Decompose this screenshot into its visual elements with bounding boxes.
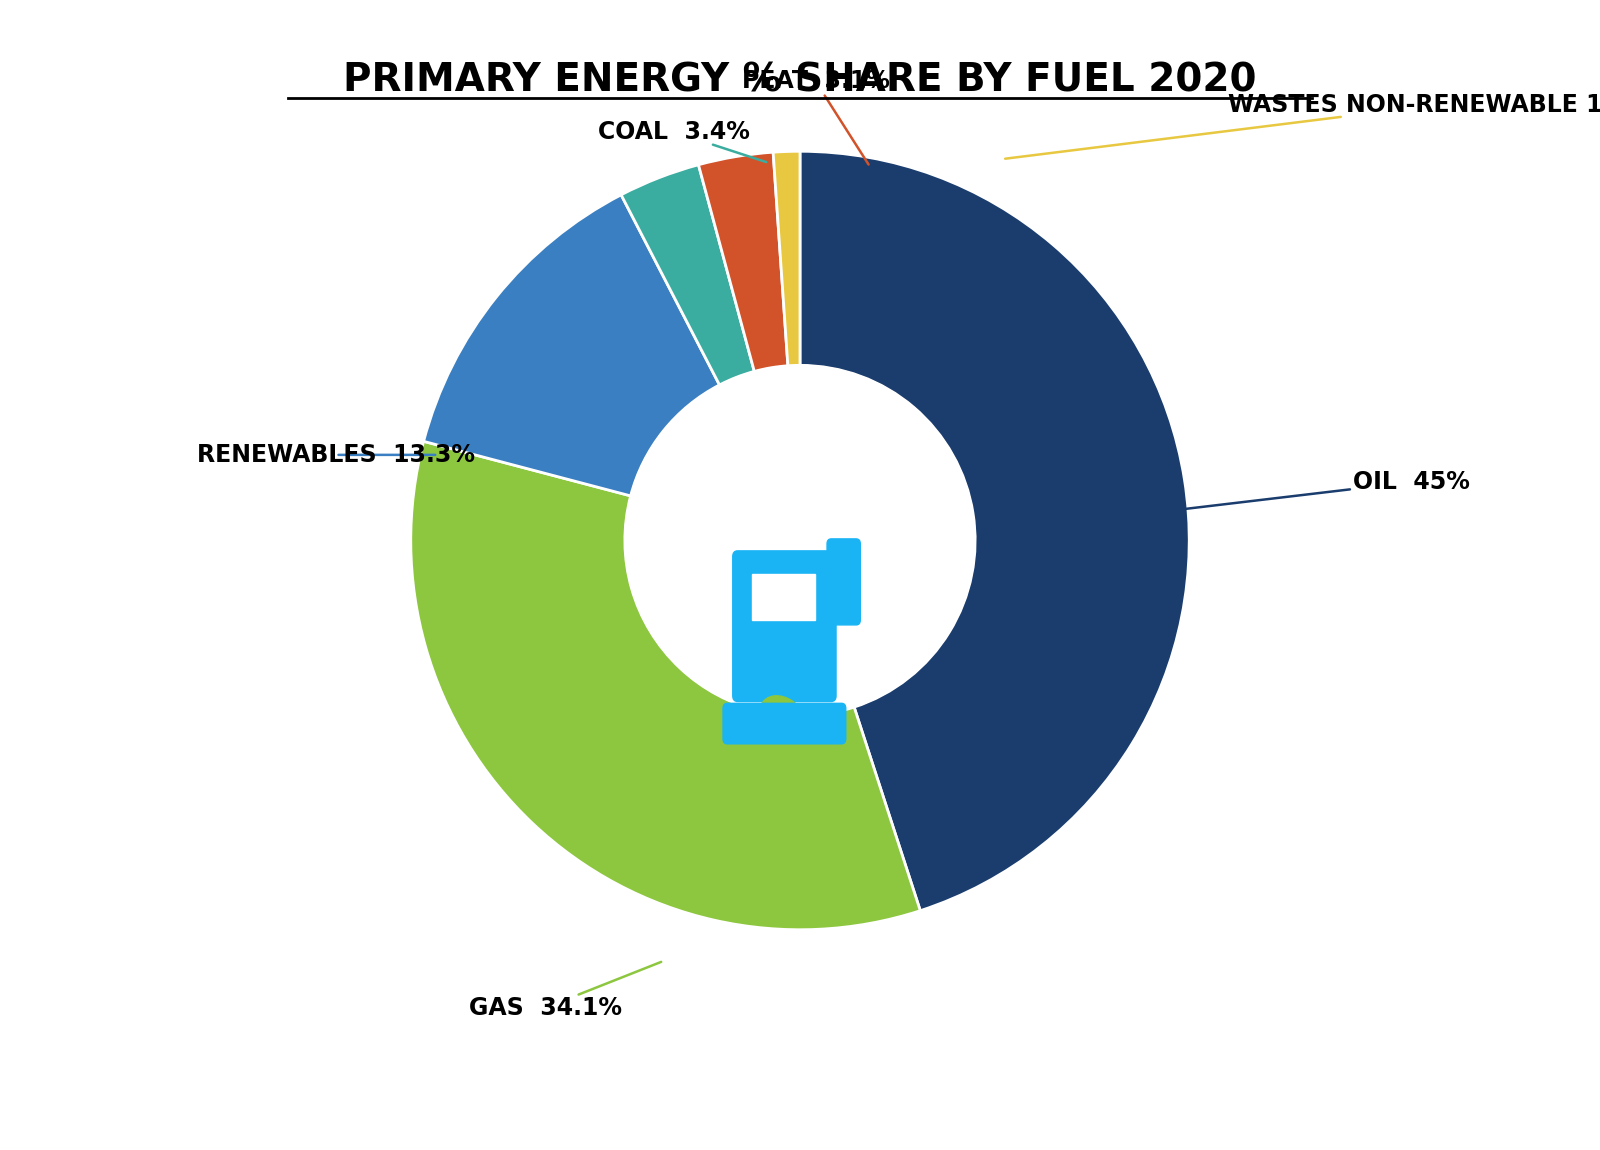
Wedge shape [621, 164, 754, 385]
Text: RENEWABLES  13.3%: RENEWABLES 13.3% [197, 443, 475, 467]
Text: WASTES NON-RENEWABLE 1.1%: WASTES NON-RENEWABLE 1.1% [1005, 92, 1600, 159]
FancyBboxPatch shape [827, 539, 861, 624]
Text: PEAT  3.1%: PEAT 3.1% [742, 69, 890, 164]
Bar [752, 574, 814, 620]
Text: GAS  34.1%: GAS 34.1% [469, 961, 661, 1020]
Wedge shape [699, 152, 787, 371]
Text: OIL  45%: OIL 45% [1184, 470, 1469, 509]
Wedge shape [800, 152, 1189, 911]
Text: RTÉ News: RTÉ News [717, 1083, 883, 1113]
FancyBboxPatch shape [723, 704, 846, 744]
Wedge shape [773, 152, 800, 366]
Wedge shape [411, 442, 920, 929]
Ellipse shape [758, 696, 808, 746]
Text: COAL  3.4%: COAL 3.4% [598, 120, 766, 162]
Ellipse shape [795, 708, 838, 749]
Text: PRIMARY ENERGY % SHARE BY FUEL 2020: PRIMARY ENERGY % SHARE BY FUEL 2020 [344, 61, 1256, 100]
Circle shape [626, 366, 974, 715]
FancyBboxPatch shape [733, 552, 835, 700]
Wedge shape [424, 194, 720, 496]
